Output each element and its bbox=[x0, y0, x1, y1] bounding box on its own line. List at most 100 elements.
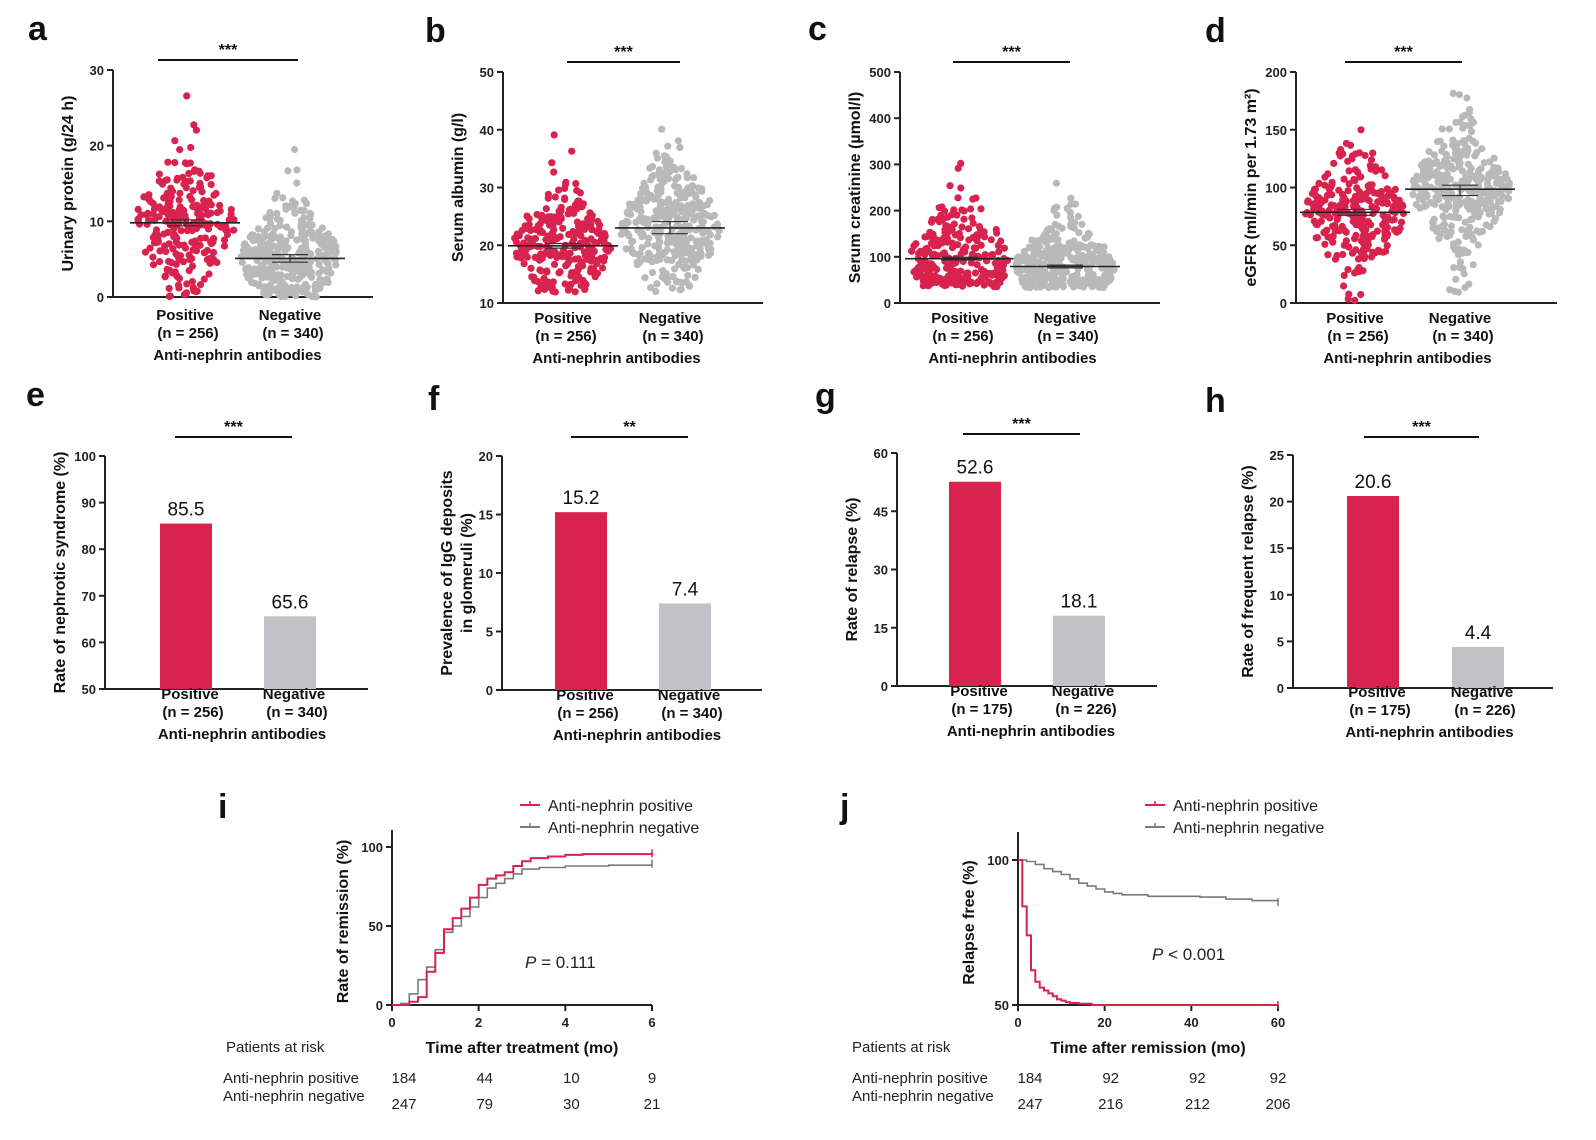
data-point bbox=[209, 236, 217, 244]
data-point bbox=[942, 264, 951, 272]
data-point bbox=[1071, 243, 1079, 251]
p-value: < 0.001 bbox=[1163, 945, 1225, 964]
risk-value: 184 bbox=[391, 1070, 416, 1087]
data-point bbox=[678, 207, 686, 215]
y-tick-label: 50 bbox=[480, 65, 494, 80]
data-point bbox=[1331, 221, 1339, 229]
y-tick-label: 100 bbox=[869, 250, 891, 265]
data-point bbox=[522, 224, 530, 232]
data-point bbox=[637, 190, 645, 198]
x-tick-label: 0 bbox=[1014, 1015, 1021, 1030]
data-point bbox=[684, 202, 692, 210]
y-tick-label: 90 bbox=[82, 496, 96, 511]
category-n-label: (n = 226) bbox=[1454, 702, 1515, 719]
category-n-label: (n = 340) bbox=[1037, 328, 1098, 345]
data-point bbox=[958, 223, 966, 231]
risk-row-label: Anti-nephrin positive bbox=[223, 1070, 359, 1087]
data-point bbox=[1312, 234, 1320, 242]
data-point bbox=[914, 249, 923, 258]
data-point bbox=[672, 199, 681, 207]
data-point bbox=[280, 241, 288, 249]
data-point bbox=[1031, 237, 1039, 245]
data-point bbox=[1357, 190, 1365, 198]
data-point bbox=[293, 286, 301, 294]
data-point bbox=[262, 290, 270, 298]
data-point bbox=[972, 244, 980, 252]
data-point bbox=[190, 121, 198, 129]
data-point bbox=[637, 207, 645, 216]
data-point bbox=[1338, 190, 1347, 198]
bar-value-label: 85.5 bbox=[168, 500, 205, 521]
data-point bbox=[545, 279, 553, 287]
data-point bbox=[1025, 243, 1033, 251]
data-point bbox=[188, 196, 196, 204]
data-point bbox=[267, 263, 275, 272]
data-point bbox=[1464, 177, 1472, 185]
data-point bbox=[183, 227, 191, 235]
data-point bbox=[656, 197, 664, 205]
data-point bbox=[549, 221, 557, 230]
group-axis-title: Anti-nephrin antibodies bbox=[1345, 724, 1513, 741]
data-point bbox=[520, 260, 528, 268]
data-point bbox=[650, 195, 658, 203]
data-point bbox=[1318, 207, 1326, 215]
data-point bbox=[290, 268, 298, 276]
data-point bbox=[543, 267, 551, 275]
data-point bbox=[629, 237, 637, 245]
data-point bbox=[1478, 227, 1487, 236]
data-point bbox=[940, 249, 949, 257]
data-point bbox=[590, 247, 598, 255]
data-point bbox=[182, 184, 190, 192]
group-axis-title: Anti-nephrin antibodies bbox=[553, 727, 721, 744]
data-point bbox=[923, 273, 932, 281]
data-point bbox=[997, 237, 1005, 245]
panel-h: h 0 5 10 15 20 25 Rate of frequent relapse (%) *… bbox=[1205, 382, 1553, 741]
data-point bbox=[1425, 148, 1433, 156]
data-point bbox=[1467, 197, 1476, 205]
data-point bbox=[1032, 283, 1041, 291]
data-point bbox=[1351, 177, 1359, 185]
data-point bbox=[325, 264, 333, 272]
data-point bbox=[555, 269, 563, 277]
data-point bbox=[1334, 212, 1342, 220]
data-point bbox=[279, 194, 287, 202]
data-point bbox=[622, 228, 630, 236]
data-point bbox=[331, 255, 339, 264]
x-axis-title: Time after treatment (mo) bbox=[426, 1040, 619, 1057]
data-point bbox=[192, 126, 200, 134]
data-point bbox=[658, 273, 666, 281]
data-point bbox=[920, 279, 928, 287]
data-point bbox=[200, 275, 208, 283]
y-tick-label: 20 bbox=[479, 449, 493, 464]
data-point bbox=[1442, 192, 1450, 200]
data-point bbox=[1494, 164, 1502, 172]
risk-table-title: Patients at risk bbox=[226, 1039, 325, 1056]
category-label: Negative bbox=[263, 686, 326, 703]
data-point bbox=[254, 225, 263, 233]
data-point bbox=[1452, 207, 1460, 215]
data-point bbox=[917, 258, 925, 266]
category-n-label: (n = 256) bbox=[557, 705, 618, 722]
data-point bbox=[196, 241, 204, 249]
y-axis-title: Serum albumin (g/l) bbox=[450, 113, 467, 262]
data-point bbox=[673, 189, 681, 197]
category-label: Positive bbox=[931, 310, 989, 327]
data-point bbox=[299, 271, 307, 279]
data-point bbox=[1382, 247, 1390, 255]
y-tick-label: 150 bbox=[1265, 123, 1287, 138]
data-point bbox=[1068, 273, 1076, 281]
data-point bbox=[183, 280, 191, 288]
data-point bbox=[1097, 246, 1105, 254]
data-point bbox=[653, 154, 662, 162]
data-point bbox=[917, 272, 925, 280]
data-point bbox=[694, 265, 702, 273]
data-point bbox=[1384, 185, 1392, 194]
data-point bbox=[681, 214, 689, 222]
category-label: Negative bbox=[1429, 310, 1492, 327]
y-axis-title: Rate of remission (%) bbox=[335, 840, 352, 1004]
data-point bbox=[540, 274, 548, 282]
data-point bbox=[1465, 280, 1473, 288]
data-point bbox=[1358, 225, 1367, 233]
data-point bbox=[1445, 125, 1453, 133]
data-point bbox=[1014, 265, 1022, 273]
